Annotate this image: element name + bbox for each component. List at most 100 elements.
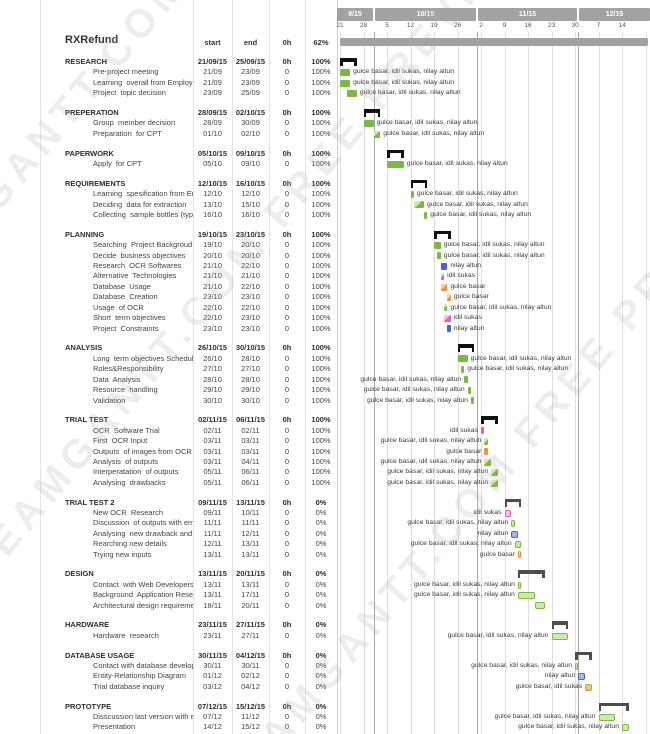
task-row[interactable]: Long term objectives Scheduling 26/10 28/1… <box>0 354 650 364</box>
task-row[interactable]: Pre-project meeting 21/09 23/09 0 100% gulce … <box>0 67 650 77</box>
section-row[interactable]: PREPERATION 28/09/15 02/10/15 0h 100% <box>0 108 650 118</box>
task-row[interactable]: Validation 30/10 30/10 0 100% gulce basar, id… <box>0 396 650 406</box>
task-bar[interactable] <box>551 632 569 640</box>
task-row[interactable]: Learning overall from Employer 21/09 23/09… <box>0 78 650 88</box>
section-row[interactable]: RESEARCH 21/09/15 25/09/15 0h 100% <box>0 57 650 67</box>
task-bar[interactable] <box>340 69 351 77</box>
task-bar[interactable] <box>447 325 451 333</box>
task-bar[interactable] <box>470 397 475 405</box>
task-bar[interactable] <box>410 190 414 198</box>
task-bar[interactable] <box>575 662 579 670</box>
summary-bar[interactable] <box>457 344 475 353</box>
task-bar[interactable] <box>484 437 488 445</box>
task-row[interactable]: Alternative Technologies 21/10 21/10 0 100% i… <box>0 271 650 281</box>
task-row[interactable]: Discussion of outputs with employer 11/11… <box>0 518 650 528</box>
task-row[interactable]: Entity-Relationship Diagram 01/12 02/12 0 0%… <box>0 671 650 681</box>
task-bar[interactable] <box>363 120 374 128</box>
task-bar[interactable] <box>598 713 616 721</box>
task-bar[interactable] <box>504 509 512 517</box>
summary-bar[interactable] <box>410 179 428 189</box>
task-bar[interactable] <box>440 283 448 291</box>
task-row[interactable]: Project topic decision 23/09 25/09 0 100% gul… <box>0 88 650 98</box>
task-row[interactable]: Preparation for CPT 01/10 02/10 0 100% gulce … <box>0 129 650 139</box>
task-bar[interactable] <box>481 427 485 435</box>
task-row[interactable]: Contact with Web Developers 13/11 13/11 0 0%… <box>0 580 650 590</box>
section-row[interactable]: HARDWARE 23/11/15 27/11/15 0h 0% <box>0 620 650 630</box>
task-bar[interactable] <box>514 540 522 548</box>
task-row[interactable]: Hardware research 23/11 27/11 0 0% gulce basa… <box>0 631 650 641</box>
task-bar[interactable] <box>437 252 441 260</box>
task-row[interactable]: Resource handling 29/10 29/10 0 100% gulce ba… <box>0 385 650 395</box>
task-row[interactable]: Analysis of outputs 03/11 04/11 0 100% gulce … <box>0 457 650 467</box>
task-row[interactable]: Short term objectives 22/10 23/10 0 100% idil… <box>0 313 650 323</box>
task-bar[interactable] <box>585 683 592 691</box>
task-bar[interactable] <box>340 79 351 87</box>
task-row[interactable]: Trying new inputs 13/11 13/11 0 0% gulce basa… <box>0 550 650 560</box>
task-row[interactable]: Contact with database developers 30/11 30/… <box>0 661 650 671</box>
task-bar[interactable] <box>440 273 445 281</box>
task-bar[interactable] <box>622 724 629 732</box>
task-bar[interactable] <box>534 602 545 610</box>
task-bar[interactable] <box>467 386 471 394</box>
task-row[interactable]: Roles&Responsibility 27/10 27/10 0 100% gulce… <box>0 364 650 374</box>
summary-bar[interactable] <box>575 651 592 661</box>
task-row[interactable]: Architectural design requirements 18/11 20… <box>0 601 650 611</box>
task-bar[interactable] <box>517 591 535 599</box>
task-bar[interactable] <box>484 448 488 456</box>
task-bar[interactable] <box>444 304 448 312</box>
task-bar[interactable] <box>444 314 451 322</box>
summary-bar[interactable] <box>481 416 498 425</box>
task-bar[interactable] <box>460 365 465 373</box>
task-row[interactable]: Decide business objectives 20/10 20/10 0 100… <box>0 251 650 261</box>
task-bar[interactable] <box>413 201 424 209</box>
task-row[interactable]: Database Usage 21/10 22/10 0 100% gulce basar <box>0 282 650 292</box>
task-row[interactable]: Usage of OCR 22/10 22/10 0 100% gulce basar, … <box>0 303 650 313</box>
section-row[interactable]: REQUIREMENTS 12/10/15 16/10/15 0h 100% <box>0 179 650 189</box>
section-row[interactable]: DESIGN 13/11/15 20/11/15 0h 0% <box>0 569 650 579</box>
task-row[interactable]: New OCR Research 09/11 10/11 0 0% idil sukas <box>0 508 650 518</box>
task-row[interactable]: Outputs of images from OCR 03/11 03/11 0 100… <box>0 447 650 457</box>
task-bar[interactable] <box>491 479 498 487</box>
task-bar[interactable] <box>457 355 468 363</box>
task-bar[interactable] <box>491 469 498 477</box>
summary-bar[interactable] <box>340 58 357 67</box>
task-bar[interactable] <box>373 130 381 138</box>
task-bar[interactable] <box>517 581 522 589</box>
summary-bar[interactable] <box>363 109 381 118</box>
task-row[interactable]: Collecting sample bottles (types) 16/10 16… <box>0 210 650 220</box>
section-row[interactable]: PLANNING 19/10/15 23/10/15 0h 100% <box>0 230 650 240</box>
task-bar[interactable] <box>464 376 468 384</box>
task-bar[interactable] <box>423 211 428 219</box>
task-bar[interactable] <box>484 458 492 466</box>
task-bar[interactable] <box>387 160 404 168</box>
task-row[interactable]: Disscussion last version with employ... 0… <box>0 712 650 722</box>
task-row[interactable]: Data Analysis 28/10 28/10 0 100% gulce basar,… <box>0 375 650 385</box>
task-row[interactable]: Project Constraints 23/10 23/10 0 100% nilay … <box>0 324 650 334</box>
summary-bar[interactable] <box>517 570 545 579</box>
task-bar[interactable] <box>346 90 357 97</box>
task-bar[interactable] <box>447 294 451 301</box>
task-bar[interactable] <box>511 530 518 538</box>
task-row[interactable]: Searching Project Backgroud and ov... 19/… <box>0 240 650 250</box>
summary-bar[interactable] <box>504 498 522 508</box>
section-row[interactable]: DATABASE USAGE 30/11/15 04/12/15 0h 0% <box>0 651 650 661</box>
project-summary-bar[interactable] <box>340 38 648 46</box>
task-row[interactable]: Interperatation of outputs 05/11 06/11 0 100… <box>0 467 650 477</box>
summary-bar[interactable] <box>434 230 451 240</box>
task-row[interactable]: Group member decision 28/09 30/09 0 100% gulc… <box>0 118 650 128</box>
task-row[interactable]: Analysing new drawback and compa... 11/11… <box>0 529 650 539</box>
section-row[interactable]: TRIAL TEST 2 09/11/15 13/11/15 0h 0% <box>0 498 650 508</box>
task-row[interactable]: Background Application Research 13/11 17/1… <box>0 590 650 600</box>
task-bar[interactable] <box>440 262 448 270</box>
task-row[interactable]: Research OCR Softwares 21/10 22/10 0 100% nil… <box>0 261 650 271</box>
task-bar[interactable] <box>578 673 585 681</box>
task-row[interactable]: Rearching new details 12/11 13/11 0 0% gulce … <box>0 539 650 549</box>
task-row[interactable]: Deciding data for extraction 13/10 15/10 0 1… <box>0 200 650 210</box>
task-row[interactable]: Database Creation 23/10 23/10 0 100% gulce ba… <box>0 292 650 302</box>
task-bar[interactable] <box>511 520 515 528</box>
summary-bar[interactable] <box>598 702 629 712</box>
task-row[interactable]: Presentation 14/12 15/12 0 0% gulce basar, id… <box>0 722 650 732</box>
task-bar[interactable] <box>517 551 522 559</box>
section-row[interactable]: PROTOTYPE 07/12/15 15/12/15 0h 0% <box>0 702 650 712</box>
task-row[interactable]: Analysing drawbacks 05/11 06/11 0 100% gulce … <box>0 478 650 488</box>
